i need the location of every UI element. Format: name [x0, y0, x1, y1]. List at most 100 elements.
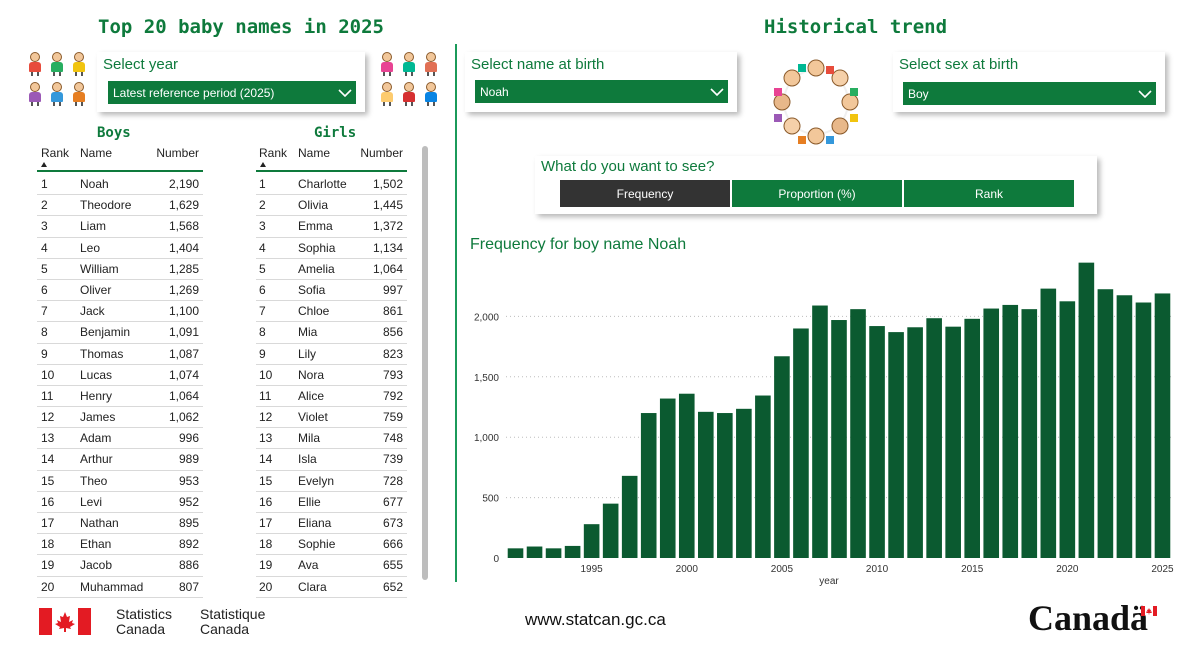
- year-dropdown[interactable]: Latest reference period (2025): [108, 81, 356, 104]
- table-row[interactable]: 2 Theodore 1,629: [37, 195, 203, 217]
- table-row[interactable]: 2 Olivia 1,445: [256, 195, 407, 217]
- girls-rows: 1 Charlotte 1,502 2 Olivia 1,445 3 Emma 1,372 4 So…: [256, 174, 407, 598]
- table-row[interactable]: 9 Lily 823: [256, 344, 407, 365]
- name-cell: Lucas: [80, 367, 113, 382]
- stat-fr-line1: Statistique: [200, 606, 266, 622]
- rank-cell: 2: [41, 198, 48, 213]
- number-column-header[interactable]: Number: [156, 146, 199, 160]
- rank-column-header[interactable]: Rank: [259, 146, 288, 160]
- table-row[interactable]: 4 Sophia 1,134: [256, 238, 407, 259]
- table-row[interactable]: 14 Isla 739: [256, 449, 407, 471]
- number-cell: 666: [382, 537, 403, 552]
- rank-cell: 2: [259, 198, 266, 213]
- bar: [697, 411, 714, 558]
- table-row[interactable]: 13 Mila 748: [256, 428, 407, 450]
- bar: [526, 546, 543, 558]
- rank-cell: 18: [41, 537, 55, 552]
- bar: [793, 328, 809, 558]
- rank-cell: 13: [41, 431, 55, 446]
- name-cell: Nathan: [80, 516, 119, 530]
- girls-heading: Girls: [314, 125, 357, 141]
- number-cell: 892: [178, 537, 199, 552]
- year-slicer-label: Select year: [103, 56, 179, 73]
- website-url[interactable]: www.statcan.gc.ca: [525, 610, 666, 629]
- table-row[interactable]: 20 Clara 652: [256, 577, 407, 598]
- table-row[interactable]: 17 Nathan 895: [37, 513, 203, 535]
- rank-cell: 7: [259, 304, 266, 319]
- table-row[interactable]: 18 Ethan 892: [37, 534, 203, 556]
- rank-toggle-button[interactable]: Rank: [904, 180, 1074, 207]
- rank-cell: 16: [259, 494, 273, 509]
- table-row[interactable]: 6 Sofia 997: [256, 280, 407, 302]
- table-row[interactable]: 3 Liam 1,568: [37, 216, 203, 238]
- table-row[interactable]: 12 Violet 759: [256, 407, 407, 429]
- table-row[interactable]: 8 Benjamin 1,091: [37, 322, 203, 344]
- table-row[interactable]: 19 Jacob 886: [37, 555, 203, 577]
- rank-cell: 9: [259, 346, 266, 361]
- table-row[interactable]: 4 Leo 1,404: [37, 238, 203, 259]
- table-row[interactable]: 10 Nora 793: [256, 365, 407, 386]
- table-row[interactable]: 1 Charlotte 1,502: [256, 174, 407, 196]
- number-column-header[interactable]: Number: [360, 146, 403, 160]
- table-row[interactable]: 13 Adam 996: [37, 428, 203, 450]
- rank-column-header[interactable]: Rank: [41, 146, 70, 160]
- table-scrollbar[interactable]: [422, 146, 428, 580]
- children-clipart-icon: [377, 52, 441, 106]
- number-cell: 1,404: [168, 240, 199, 255]
- boys-heading: Boys: [97, 125, 131, 141]
- name-dropdown[interactable]: Noah: [475, 80, 728, 103]
- name-cell: Sofia: [298, 282, 326, 297]
- sex-dropdown[interactable]: Boy: [903, 82, 1156, 105]
- table-row[interactable]: 11 Henry 1,064: [37, 386, 203, 408]
- statistics-canada-en: Statistics Canada: [116, 607, 172, 637]
- name-column-header[interactable]: Name: [298, 146, 331, 160]
- name-cell: Isla: [298, 452, 317, 467]
- table-row[interactable]: 15 Evelyn 728: [256, 471, 407, 492]
- bar: [1040, 288, 1057, 558]
- number-cell: 1,087: [168, 346, 199, 361]
- rank-cell: 8: [41, 325, 48, 340]
- table-row[interactable]: 5 Amelia 1,064: [256, 259, 407, 280]
- header-divider: [256, 170, 407, 172]
- number-cell: 996: [178, 431, 199, 446]
- table-row[interactable]: 14 Arthur 989: [37, 449, 203, 471]
- name-cell: Charlotte: [298, 177, 347, 191]
- chevron-down-icon: [334, 81, 356, 104]
- name-cell: Noah: [80, 177, 109, 191]
- table-row[interactable]: 16 Levi 952: [37, 492, 203, 513]
- table-row[interactable]: 17 Eliana 673: [256, 513, 407, 535]
- name-column-header[interactable]: Name: [80, 146, 113, 160]
- rank-cell: 6: [259, 282, 266, 297]
- bar: [621, 475, 638, 558]
- canada-flag-icon: [39, 608, 91, 635]
- table-row[interactable]: 1 Noah 2,190: [37, 174, 203, 196]
- rank-cell: 4: [259, 240, 266, 255]
- table-row[interactable]: 15 Theo 953: [37, 471, 203, 492]
- historical-trend-title: Historical trend: [764, 16, 948, 38]
- table-row[interactable]: 11 Alice 792: [256, 386, 407, 408]
- bar: [1078, 262, 1095, 558]
- table-row[interactable]: 7 Chloe 861: [256, 301, 407, 323]
- table-row[interactable]: 19 Ava 655: [256, 555, 407, 577]
- number-cell: 1,502: [372, 177, 403, 191]
- year-slicer: Select year Latest reference period (202…: [97, 52, 365, 112]
- table-row[interactable]: 7 Jack 1,100: [37, 301, 203, 323]
- table-row[interactable]: 18 Sophie 666: [256, 534, 407, 556]
- table-row[interactable]: 12 James 1,062: [37, 407, 203, 429]
- table-row[interactable]: 16 Ellie 677: [256, 492, 407, 513]
- rank-cell: 19: [41, 558, 55, 573]
- chevron-down-icon: [706, 80, 728, 103]
- frequency-toggle-button[interactable]: Frequency: [560, 180, 730, 207]
- rank-cell: 3: [41, 219, 48, 234]
- rank-cell: 5: [41, 261, 48, 276]
- wordmark-flag-icon: [1141, 603, 1157, 616]
- table-row[interactable]: 3 Emma 1,372: [256, 216, 407, 238]
- table-row[interactable]: 5 William 1,285: [37, 259, 203, 280]
- name-slicer-label: Select name at birth: [471, 56, 605, 73]
- proportion-toggle-button[interactable]: Proportion (%): [732, 180, 902, 207]
- table-row[interactable]: 8 Mia 856: [256, 322, 407, 344]
- table-row[interactable]: 9 Thomas 1,087: [37, 344, 203, 365]
- table-row[interactable]: 10 Lucas 1,074: [37, 365, 203, 386]
- table-row[interactable]: 6 Oliver 1,269: [37, 280, 203, 302]
- table-row[interactable]: 20 Muhammad 807: [37, 577, 203, 598]
